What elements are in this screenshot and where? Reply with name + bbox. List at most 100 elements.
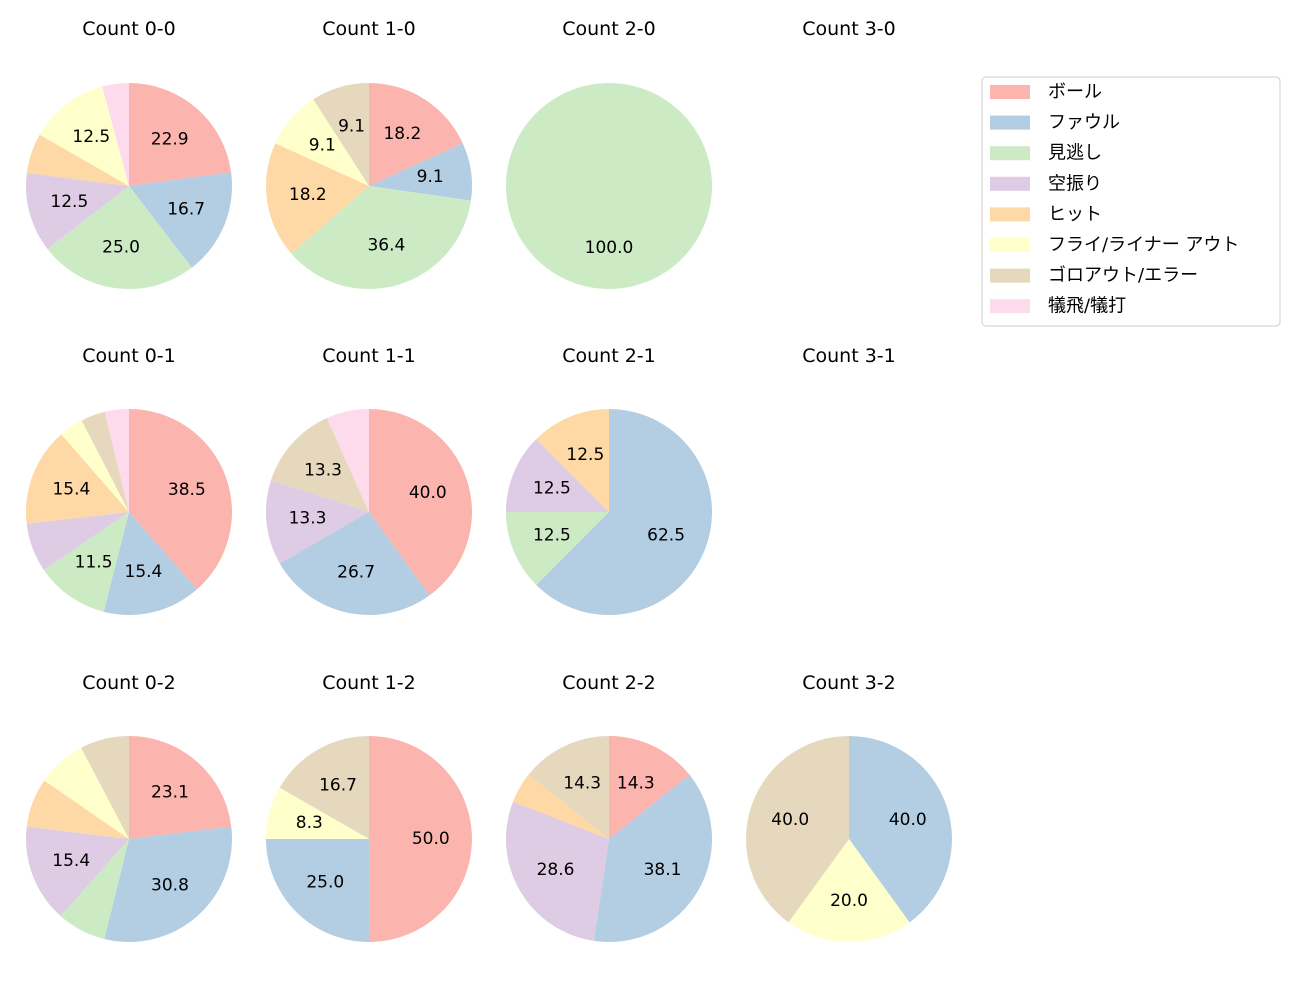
pie-slice [593, 774, 712, 942]
slice-label: 13.3 [289, 508, 327, 528]
legend-frame [981, 76, 1281, 327]
pie-title: Count 1-1 [322, 345, 416, 367]
slice-label: 36.4 [367, 235, 405, 255]
slice-label: 8.3 [296, 813, 323, 833]
slice-label: 16.7 [167, 200, 205, 220]
slice-label: 12.5 [566, 445, 604, 465]
pie-slice [609, 736, 690, 839]
slice-label: 13.3 [304, 461, 342, 481]
pie-slice [104, 409, 129, 512]
slice-label: 12.5 [72, 127, 110, 147]
pie-slice [129, 736, 232, 839]
slice-label: 15.4 [52, 851, 90, 871]
pie-slice [26, 780, 130, 839]
slice-label: 11.5 [75, 553, 113, 573]
pie-slice [265, 480, 369, 564]
slice-label: 15.4 [125, 562, 163, 582]
pie-slice [25, 434, 129, 524]
pie-slice [369, 83, 463, 186]
pie-title: Count 3-2 [802, 672, 896, 694]
pie-slice [369, 143, 472, 201]
pie-title: Count 1-0 [322, 18, 416, 40]
legend-swatch [990, 299, 1030, 314]
legend-label: フライ/ライナー アウト [1048, 235, 1239, 256]
slice-label: 62.5 [647, 526, 685, 546]
pie-slice [39, 86, 129, 186]
pie-slice [26, 134, 129, 186]
pie-title: Count 0-2 [82, 672, 176, 694]
slice-label: 40.0 [771, 810, 809, 830]
pie-slice [103, 512, 197, 615]
pie-slice [369, 736, 472, 942]
legend-swatch [990, 85, 1030, 99]
pie-slice [506, 512, 609, 585]
pie-count-0-1: Count 0-1 38.5 15.4 11.5 15.4 [25, 345, 233, 615]
legend-label: 犠飛/犠打 [1048, 296, 1126, 317]
slice-label: 50.0 [412, 829, 450, 849]
slice-label: 40.0 [409, 483, 447, 503]
pie-slice [279, 736, 369, 839]
pie-count-1-2: Count 1-2 50.0 25.0 8.3 16.7 [266, 672, 472, 942]
pie-slice [849, 736, 953, 923]
pie-title: Count 3-1 [802, 345, 896, 367]
pie-slice [369, 409, 472, 596]
pie-title: Count 2-0 [562, 18, 656, 40]
pie-count-1-0: Count 1-018.29.136.418.29.19.1 [266, 18, 472, 289]
slice-label: 18.2 [289, 185, 327, 205]
pie-title: Count 0-1 [82, 345, 176, 367]
slice-label: 38.5 [168, 480, 206, 500]
slice-label: 38.1 [644, 860, 682, 880]
pie-count-3-1: Count 3-1 [802, 345, 896, 367]
pie-slice [26, 512, 130, 571]
pie-count-2-0: Count 2-0 100.0 [506, 18, 712, 289]
slice-label: 20.0 [830, 891, 868, 911]
pie-slice [129, 83, 232, 186]
slice-label: 18.2 [383, 124, 421, 144]
pie-slice [746, 736, 849, 923]
pie-count-1-1: Count 1-1 40.0 26.7 13.3 13.3 [265, 345, 472, 615]
slice-label: 25.0 [306, 873, 344, 893]
slice-label: 40.0 [889, 810, 927, 830]
pie-count-0-2: Count 0-2 23.1 30.8 15.4 [25, 672, 232, 943]
slice-label: 9.1 [309, 136, 336, 156]
legend-swatch [990, 207, 1030, 222]
pie-slice [81, 411, 129, 512]
pie-slice [43, 512, 129, 612]
pie-slice [506, 439, 609, 512]
pie-slice [326, 409, 369, 512]
pie-count-3-2: Count 3-2 40.0 20.0 40.0 [746, 672, 953, 942]
legend-swatch [990, 238, 1030, 252]
legend-swatch [990, 146, 1030, 161]
slice-label: 14.3 [617, 773, 655, 793]
slice-label: 9.1 [417, 167, 444, 187]
pie-slice [506, 83, 712, 289]
pie-slice [788, 839, 910, 942]
legend-label: 見逃し [1048, 143, 1102, 164]
pie-slice [129, 409, 233, 590]
pie-slice [266, 839, 369, 942]
pie-slice [266, 787, 369, 839]
slice-label: 30.8 [151, 875, 189, 895]
pie-slice [275, 99, 369, 186]
pie-slice [271, 417, 369, 512]
pie-slice [104, 826, 232, 943]
pie-slice [47, 186, 192, 289]
pie-slice [81, 736, 129, 839]
pie-slice [129, 172, 232, 268]
pie-title: Count 3-0 [802, 18, 896, 40]
slice-label: 12.5 [533, 478, 571, 498]
slice-label: 26.7 [337, 562, 375, 582]
legend-label: ゴロアウト/エラー [1048, 265, 1198, 286]
pie-slice [506, 801, 609, 941]
pie-slice [266, 143, 369, 254]
slice-label: 12.5 [50, 192, 88, 212]
pie-count-2-2: Count 2-2 14.3 38.1 28.6 14.3 [506, 672, 712, 942]
slice-label: 16.7 [319, 776, 357, 796]
pie-count-0-0: Count 0-0 22.9 16.7 25.0 12.5 12.5 [25, 18, 232, 289]
pie-count-3-0: Count 3-0 [802, 18, 896, 40]
legend-label: ヒット [1048, 204, 1102, 225]
slice-label: 15.4 [52, 480, 90, 500]
pie-slice [291, 186, 471, 289]
